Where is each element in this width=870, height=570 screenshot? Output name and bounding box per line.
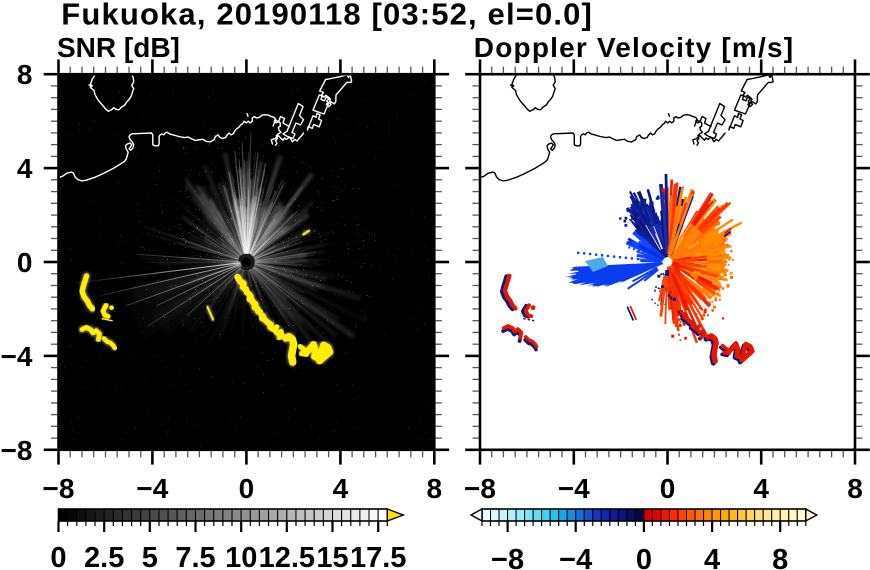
svg-text:8: 8 (17, 59, 33, 90)
svg-text:−4: −4 (136, 473, 168, 504)
svg-text:0: 0 (660, 473, 676, 504)
svg-text:0: 0 (636, 544, 652, 570)
svg-text:10: 10 (225, 542, 257, 570)
svg-text:8: 8 (427, 473, 443, 504)
svg-text:−8: −8 (1, 435, 33, 466)
svg-text:4: 4 (333, 473, 349, 504)
svg-text:Fukuoka, 20190118 [03:52, el=0: Fukuoka, 20190118 [03:52, el=0.0] (61, 0, 593, 31)
svg-text:7.5: 7.5 (175, 542, 215, 570)
svg-text:−8: −8 (464, 473, 496, 504)
svg-text:8: 8 (847, 473, 863, 504)
svg-text:8: 8 (772, 544, 788, 570)
svg-text:4: 4 (753, 473, 769, 504)
svg-text:−4: −4 (558, 473, 590, 504)
svg-text:0: 0 (239, 473, 255, 504)
svg-text:15: 15 (316, 542, 348, 570)
svg-text:−8: −8 (43, 473, 75, 504)
svg-text:17.5: 17.5 (350, 542, 406, 570)
svg-text:0: 0 (17, 247, 33, 278)
svg-text:−8: −8 (491, 544, 524, 570)
svg-text:12.5: 12.5 (259, 542, 315, 570)
svg-text:4: 4 (704, 544, 720, 570)
svg-text:SNR [dB]: SNR [dB] (57, 32, 180, 63)
svg-text:5: 5 (142, 542, 158, 570)
svg-text:Doppler Velocity [m/s]: Doppler Velocity [m/s] (474, 32, 794, 63)
svg-text:0: 0 (50, 542, 66, 570)
svg-text:−4: −4 (1, 341, 33, 372)
svg-text:−4: −4 (559, 544, 592, 570)
svg-text:2.5: 2.5 (84, 542, 124, 570)
svg-text:4: 4 (17, 153, 33, 184)
